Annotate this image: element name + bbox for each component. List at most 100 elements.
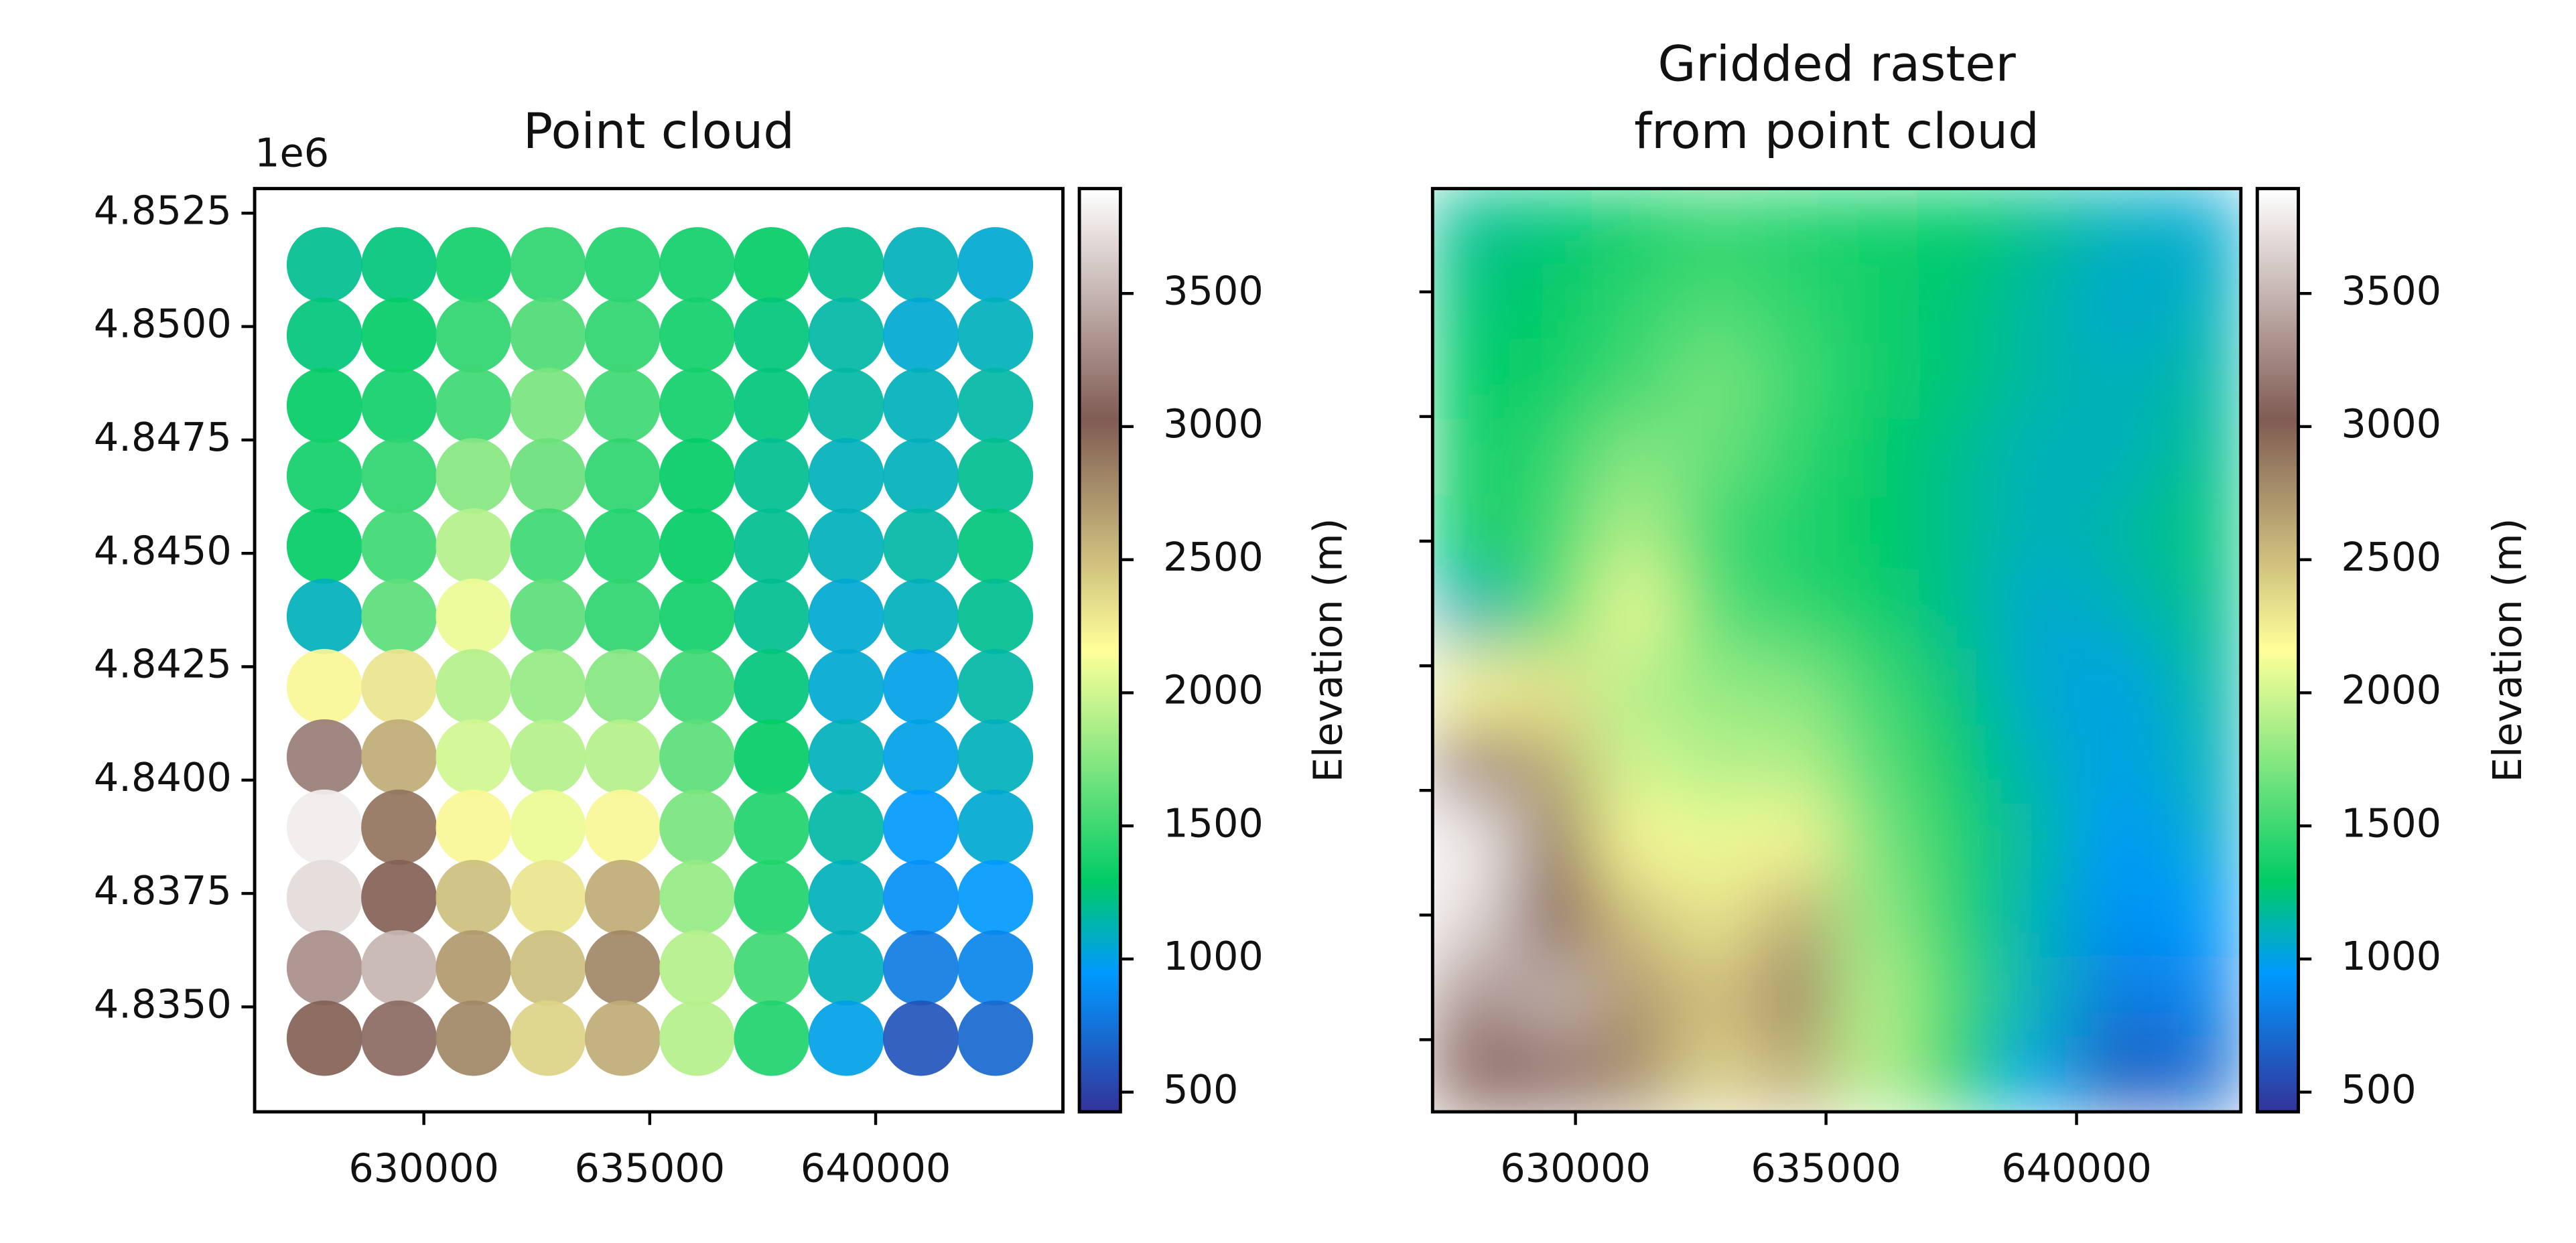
point [435,579,512,654]
raster-cell [1512,649,1595,728]
chart-title: from point cloud [1634,103,2039,160]
point [957,789,1034,865]
point [808,508,884,584]
y-tick-label: 4.8525 [94,187,232,233]
axes-frame [253,187,1065,1114]
raster-cell [1755,880,1838,959]
raster-cell [1916,418,2000,498]
raster-cell [1593,957,1676,1036]
point [883,368,959,443]
raster-cell [1836,649,1919,728]
raster-cell [1432,265,1515,344]
point [659,719,736,795]
raster-cell [2078,649,2161,728]
raster-cell [2159,1034,2241,1112]
x-tick-label: 635000 [575,1145,726,1191]
raster-cell [1916,726,2000,805]
point [584,859,661,936]
raster-cell [1593,188,1676,267]
raster-cell [2159,803,2241,882]
colorbar-tick-label: 3500 [1163,267,1264,313]
raster-cell [2159,495,2241,575]
point [734,789,810,865]
raster-cell [1674,880,1757,959]
raster-cell [1997,803,2080,882]
colorbar-frame [1077,187,1122,1114]
point [286,297,362,373]
raster-cell [1997,418,2080,498]
point [584,227,661,303]
chart-title: Gridded raster [1657,35,2016,92]
point [584,1000,661,1076]
point [883,930,959,1006]
raster-cell [1755,572,1838,652]
point [435,227,512,303]
point [510,508,586,584]
raster-cell [1836,880,1919,959]
point [584,579,661,654]
point [734,368,810,443]
raster-cell [1997,265,2080,344]
point [957,579,1034,654]
point [510,719,586,795]
point [584,719,661,795]
point [286,1000,362,1076]
raster-cell [1593,880,1676,959]
raster-cell [1997,957,2080,1036]
point [734,227,810,303]
colorbar-tick-label: 1500 [1163,800,1264,846]
raster-cell [2078,495,2161,575]
point [286,438,362,514]
raster-cell [2078,188,2161,267]
raster-cell [1512,880,1595,959]
y-tick-label: 4.8425 [94,641,232,687]
point [510,859,586,936]
raster-cell [1674,726,1757,805]
point [361,297,437,373]
x-tick-label: 640000 [801,1145,951,1191]
point [510,789,586,865]
point [584,508,661,584]
point [734,1000,810,1076]
raster-cell [1836,726,1919,805]
colorbar-frame [2255,187,2301,1114]
point [659,508,736,584]
raster-cell [1997,342,2080,421]
raster-cell [1432,1034,1515,1112]
point [435,859,512,936]
point [286,719,362,795]
point [808,1000,884,1076]
point [435,648,512,725]
point [734,719,810,795]
raster-cell [1593,418,1676,498]
point [659,227,736,303]
point [957,227,1034,303]
point [659,789,736,865]
raster-cell [1916,342,2000,421]
point [808,930,884,1006]
y-tick-label: 4.8450 [94,527,232,573]
point [883,789,959,865]
point [361,368,437,443]
colorbar-tick-label: 3500 [2341,267,2441,313]
raster-clip [1432,188,2241,1112]
raster-cell [1593,649,1676,728]
point [659,297,736,373]
raster-cell [2078,726,2161,805]
x-tick-label: 635000 [1751,1145,1901,1191]
colorbar-tick-label: 2000 [2341,667,2441,713]
point [659,579,736,654]
raster-cell [1674,572,1757,652]
y-tick-label: 4.8400 [94,754,232,800]
raster-cell [1512,495,1595,575]
y-tick-label: 4.8500 [94,301,232,347]
raster-cell [1755,265,1838,344]
raster-cell [1512,418,1595,498]
raster-cell [1432,418,1515,498]
point [584,368,661,443]
raster-cell [1836,188,1919,267]
point [361,1000,437,1076]
raster-cell [1836,342,1919,421]
y-offset-label: 1e6 [255,130,329,176]
